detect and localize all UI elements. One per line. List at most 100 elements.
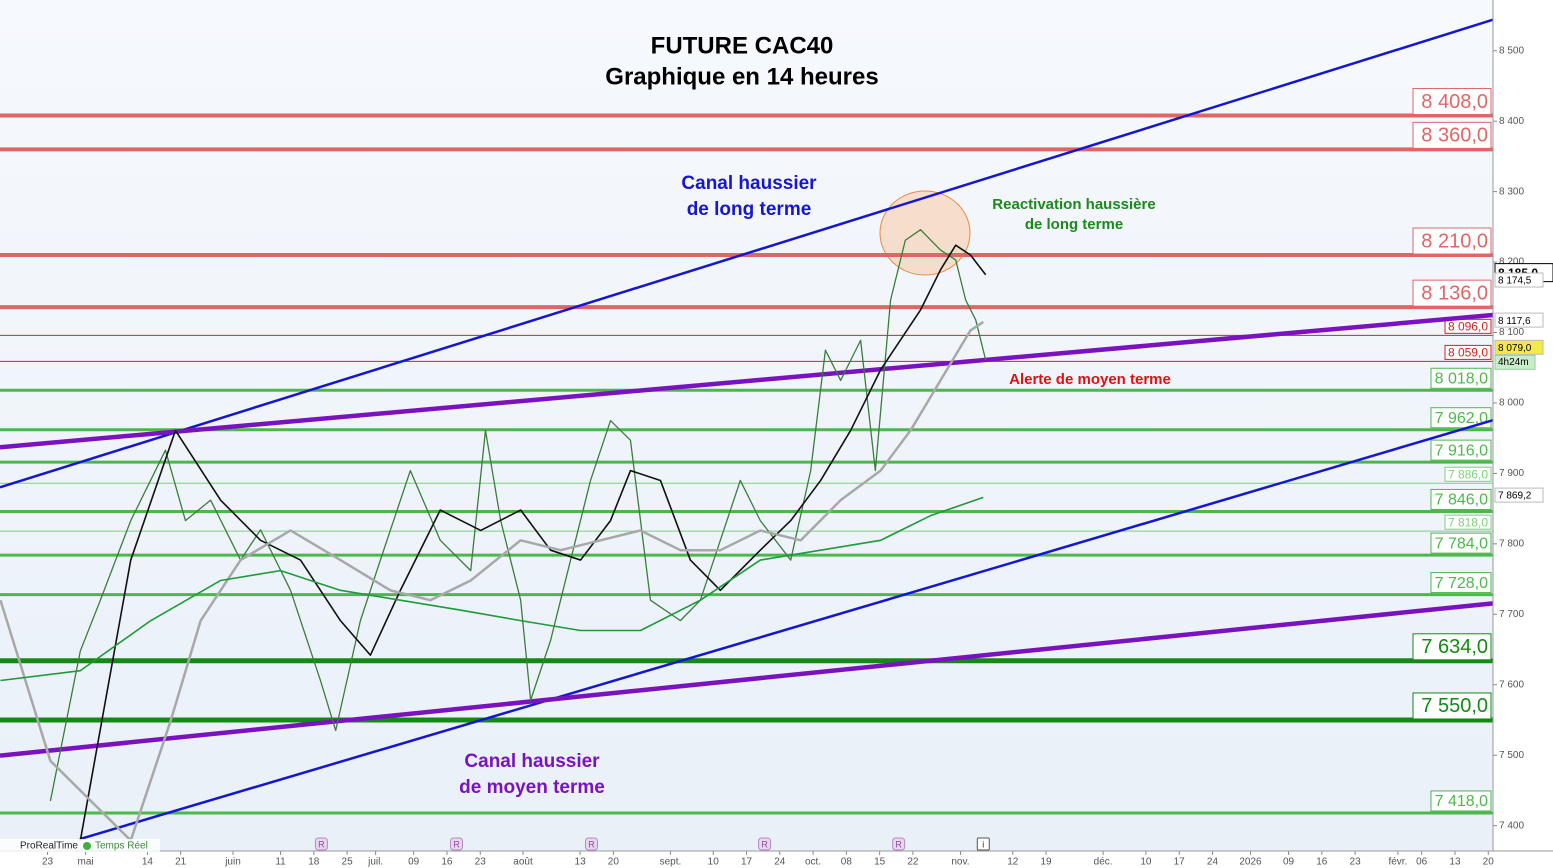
annotation: Alerte de moyen terme [1009, 371, 1171, 388]
x-tick-label: août [513, 857, 533, 868]
x-tick-label: 10 [708, 857, 720, 868]
y-tick-label: 8 100 [1499, 327, 1524, 338]
y-tick-label: 8 300 [1499, 186, 1524, 197]
x-tick-label: 18 [308, 857, 320, 868]
x-tick-label: 25 [342, 857, 354, 868]
level-label-box [1430, 532, 1492, 554]
level-label: 8 096,0 [1448, 319, 1488, 333]
event-label: i [982, 839, 984, 849]
level-label-box [1412, 692, 1492, 720]
event-marker [976, 837, 990, 851]
price-note: 4h24m [1498, 357, 1529, 368]
plot-layer: 8 408,0 8 360,0 8 210,0 8 136,0 8 096,0 8 059… [0, 18, 1494, 842]
level-label-box [1412, 227, 1492, 255]
x-tick-label: 12 [1007, 857, 1019, 868]
x-tick-label: 21 [175, 857, 187, 868]
trendline [0, 18, 1494, 489]
x-tick-label: 20 [1483, 857, 1495, 868]
x-tick-label: févr. [1388, 857, 1407, 868]
x-tick-label: 24 [1207, 857, 1219, 868]
annotation: de moyen terme [459, 777, 605, 798]
level-label-box [1430, 790, 1492, 812]
level-label-box [1430, 488, 1492, 510]
x-tick-label: 24 [774, 857, 786, 868]
level-label-box [1444, 466, 1492, 482]
x-tick-label: 13 [1449, 857, 1461, 868]
level-label: 8 408,0 [1421, 91, 1488, 113]
price-marker-box [1494, 339, 1544, 355]
trendline [0, 312, 1494, 450]
x-tick-label: 08 [841, 857, 853, 868]
price-marker-label: 8 079,0 [1498, 343, 1532, 354]
y-tick-label: 7 600 [1499, 679, 1524, 690]
x-tick-label: 23 [1350, 857, 1362, 868]
x-tick-label: sept. [660, 857, 682, 868]
x-tick-label: 11 [275, 857, 286, 868]
price-marker-box [1494, 312, 1544, 328]
level-label-box [1444, 344, 1492, 360]
level-label-box [1430, 572, 1492, 594]
y-tick-label: 8 400 [1499, 116, 1524, 127]
y-tick-label: 8 000 [1499, 398, 1524, 409]
x-tick-label: oct. [805, 857, 821, 868]
event-label: R [588, 839, 595, 849]
x-tick-label: déc. [1094, 857, 1113, 868]
series-line [0, 496, 984, 682]
x-tick-label: 10 [1140, 857, 1152, 868]
footer-dot [83, 842, 91, 850]
x-tick-label: 06 [1416, 857, 1428, 868]
chart-subtitle: Graphique en 14 heures [605, 63, 878, 90]
level-label: 7 886,0 [1448, 467, 1488, 481]
level-label: 8 360,0 [1421, 125, 1488, 147]
level-label-box [1430, 407, 1492, 429]
time-axis-area [0, 851, 1553, 868]
level-label-box [1412, 121, 1492, 149]
level-label: 7 418,0 [1435, 793, 1488, 810]
level-label-box [1430, 367, 1492, 389]
event-marker [584, 837, 598, 851]
annotation: Canal haussier [681, 173, 817, 194]
level-label: 8 136,0 [1421, 282, 1488, 304]
x-tick-label: 13 [575, 857, 587, 868]
footer-brand: ProRealTime [20, 841, 78, 852]
level-label-box [1430, 439, 1492, 461]
event-label: R [453, 839, 460, 849]
x-tick-label: 09 [408, 857, 420, 868]
x-tick-label: 19 [1040, 857, 1052, 868]
y-tick-label: 7 400 [1499, 820, 1524, 831]
event-marker [449, 837, 463, 851]
event-marker [758, 837, 772, 851]
level-label: 8 018,0 [1435, 370, 1488, 387]
y-tick-label: 7 800 [1499, 538, 1524, 549]
x-tick-label: 20 [608, 857, 620, 868]
x-tick-label: mai [78, 857, 94, 868]
x-tick-label: 17 [741, 857, 753, 868]
series-line [0, 320, 984, 842]
x-tick-label: 23 [42, 857, 54, 868]
event-label: R [318, 839, 325, 849]
annotation: Reactivation haussière [992, 196, 1155, 213]
x-tick-label: 14 [142, 857, 154, 868]
series-line [79, 244, 987, 841]
footer-status: Temps Réel [95, 841, 148, 852]
event-marker [314, 837, 328, 851]
x-tick-label: nov. [951, 857, 969, 868]
event-label: R [761, 839, 768, 849]
x-tick-label: 16 [441, 857, 453, 868]
y-tick-label: 7 900 [1499, 468, 1524, 479]
level-label: 8 059,0 [1448, 346, 1488, 360]
x-tick-label: 2026 [1239, 857, 1262, 868]
x-tick-label: 15 [874, 857, 886, 868]
level-label: 7 784,0 [1435, 535, 1488, 552]
y-tick-label: 8 200 [1499, 257, 1524, 268]
level-label: 7 818,0 [1448, 515, 1488, 529]
price-marker-box [1494, 487, 1544, 503]
footer-box [0, 839, 160, 852]
price-marker-box [1494, 272, 1544, 288]
x-tick-label: juin [224, 857, 241, 868]
level-label: 7 916,0 [1435, 442, 1488, 459]
level-label-box [1412, 633, 1492, 661]
